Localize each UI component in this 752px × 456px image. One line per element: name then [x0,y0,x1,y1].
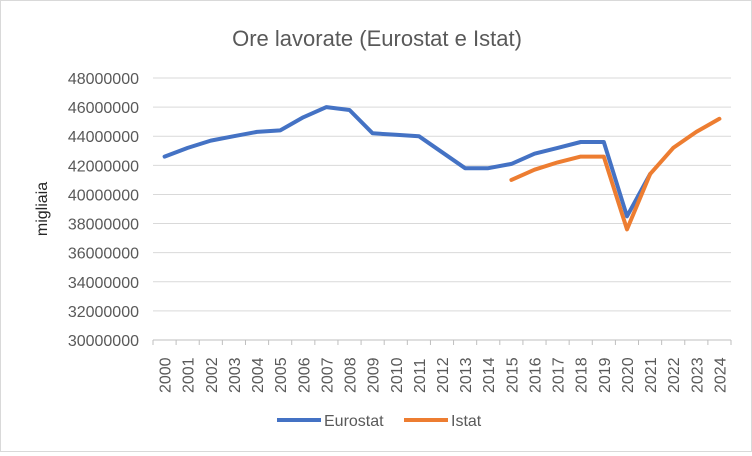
y-axis-label: migliaia [34,182,51,236]
chart-title: Ore lavorate (Eurostat e Istat) [232,26,522,51]
x-tick-label: 2001 [181,357,198,393]
x-tick-label: 2003 [227,357,244,393]
x-tick-label: 2010 [389,357,406,393]
x-tick-label: 2013 [458,357,475,393]
x-tick-label: 2022 [666,357,683,393]
x-tick-label: 2019 [597,357,614,393]
legend-istat-label: Istat [451,413,482,430]
x-tick-label: 2004 [250,357,267,393]
x-tick-label: 2016 [527,357,544,393]
y-tick-label: 38000000 [68,217,139,234]
y-tick-label: 34000000 [68,275,139,292]
x-tick-label: 2024 [712,357,729,393]
x-tick-label: 2006 [296,357,313,393]
x-tick-label: 2020 [620,357,637,393]
y-tick-label: 42000000 [68,158,139,175]
grid-lines [153,77,731,312]
x-tick-label: 2011 [412,358,429,393]
y-tick-label: 40000000 [68,187,139,204]
y-tick-label: 36000000 [68,246,139,263]
x-tick-label: 2014 [481,357,498,393]
series-line-eurostat [162,105,653,219]
x-tick-label: 2008 [343,357,360,393]
legend-eurostat-label: Eurostat [324,413,384,430]
y-tick-label: 30000000 [68,333,139,350]
y-tick-label: 44000000 [68,129,139,146]
axes: 30000000 32000000 34000000 36000000 38000000… [68,71,732,393]
y-tick-label: 48000000 [68,71,139,88]
x-tick-label: 2018 [574,357,591,393]
x-tick-label: 2015 [504,357,521,393]
x-tick-label: 2023 [689,357,706,393]
series-line-istat [509,116,722,232]
x-tick-label: 2021 [643,357,660,393]
x-tick-label: 2009 [366,357,383,393]
x-tick-label: 2007 [319,357,336,393]
y-tick-label: 32000000 [68,304,139,321]
series-lines [162,105,722,232]
x-tick-label: 2000 [158,357,175,393]
x-tick-label: 2012 [435,357,452,393]
x-tick-label: 2017 [551,357,568,393]
y-tick-label: 46000000 [68,100,139,117]
legend: Eurostat Istat [277,413,482,430]
x-tick-label: 2002 [204,357,221,393]
x-tick-label: 2005 [273,357,290,393]
